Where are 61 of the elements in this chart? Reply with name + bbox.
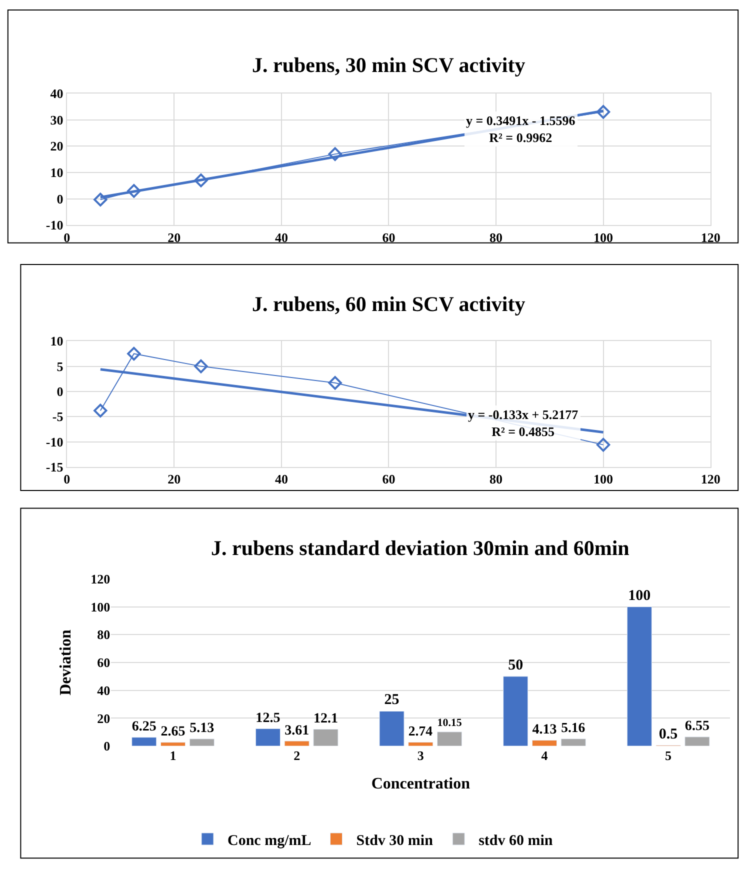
y-tick-label: 40	[50, 86, 64, 102]
data-label: 0.5	[658, 726, 678, 742]
legend-label: Conc mg/mL	[228, 832, 312, 849]
y-tick-label: -10	[46, 434, 64, 450]
x-tick-label: 100	[594, 230, 614, 245]
y-tick-label: -5	[52, 409, 64, 424]
data-label: 50	[508, 657, 524, 674]
data-label: 4.13	[532, 722, 557, 738]
data-label: 3.61	[284, 722, 310, 738]
x-tick-label: 4	[541, 748, 548, 764]
data-label: 12.5	[256, 710, 280, 726]
legend-label: Stdv 30 min	[356, 832, 434, 849]
chart-title: J. rubens, 30 min SCV activity	[252, 53, 526, 77]
chart-title: J. rubens standard deviation 30min and 60min	[211, 536, 630, 560]
data-label: 6.55	[684, 718, 710, 734]
x-tick-label: 5	[665, 748, 672, 764]
x-tick-label: 80	[490, 230, 503, 245]
y-tick-label: 5	[56, 358, 64, 374]
y-tick-label: 10	[50, 334, 64, 349]
data-label: 5.16	[561, 720, 586, 736]
data-label: 2.74	[408, 724, 433, 739]
data-label: 2.65	[160, 724, 186, 740]
y-tick-label: 0	[104, 738, 110, 754]
data-label: 100	[628, 588, 651, 604]
x-tick-label: 100	[594, 472, 614, 487]
x-tick-label: 20	[168, 230, 181, 245]
y-tick-label: 0	[56, 384, 64, 400]
y-tick-label: 80	[97, 627, 110, 642]
y-tick-label: 30	[50, 112, 64, 128]
annotation: y = 0.3491x - 1.5596 R² = 0.9962	[466, 113, 576, 145]
y-tick-label: 0	[56, 191, 64, 206]
y-tick-label: 20	[97, 710, 110, 726]
data-label: 6.25	[132, 718, 156, 735]
data-label: 12.1	[313, 710, 338, 726]
annotation: y = -0.133x + 5.2177 R² = 0.4855	[468, 407, 579, 439]
x-tick-label: 120	[700, 230, 720, 245]
x-tick-label: 1	[170, 748, 176, 764]
x-tick-label: 20	[168, 472, 181, 487]
x-tick-label: 40	[274, 472, 288, 487]
y-tick-label: 120	[90, 572, 110, 587]
x-tick-label: 60	[382, 230, 396, 245]
data-label: 10.15	[437, 717, 462, 730]
x-axis-title: Concentration	[371, 776, 470, 793]
x-tick-label: 120	[700, 472, 720, 487]
y-tick-label: -10	[46, 218, 64, 233]
x-tick-label: 2	[294, 748, 300, 764]
x-tick-label: 40	[274, 230, 288, 245]
y-tick-label: -15	[46, 459, 64, 474]
y-tick-label: 100	[90, 599, 110, 614]
y-axis-title: Deviation	[58, 630, 74, 696]
x-tick-label: 80	[490, 472, 503, 487]
y-tick-label: 60	[97, 655, 110, 670]
data-label: 5.13	[190, 721, 214, 736]
y-tick-label: 40	[97, 682, 110, 698]
data-label: 25	[384, 692, 400, 708]
y-tick-label: 10	[50, 165, 64, 180]
y-tick-label: 20	[50, 138, 64, 154]
legend-label: stdv 60 min	[478, 832, 554, 849]
x-tick-label: 60	[382, 472, 396, 487]
chart-title: J. rubens, 60 min SCV activity	[252, 292, 526, 316]
x-tick-label: 3	[417, 748, 424, 764]
